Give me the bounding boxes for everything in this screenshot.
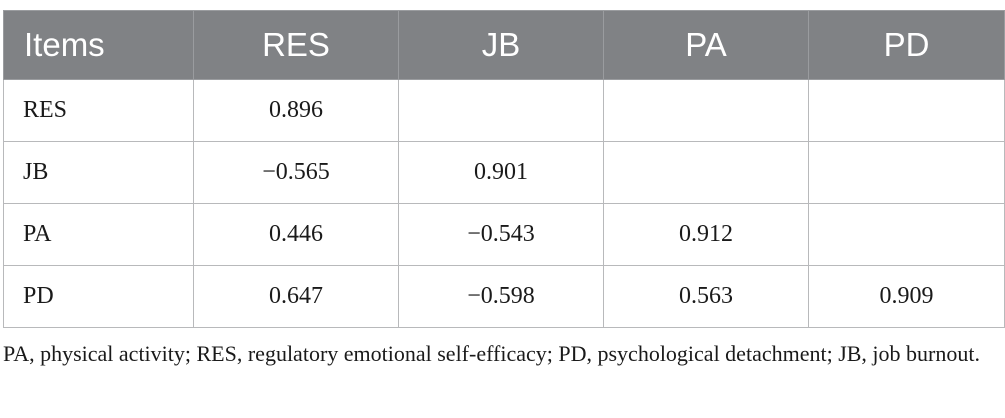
row-label: PD [3, 265, 194, 328]
table-cell: −0.565 [193, 141, 399, 204]
row-label: JB [3, 141, 194, 204]
header-cell-pd: PD [808, 10, 1005, 80]
table-cell: 0.901 [398, 141, 604, 204]
row-label: PA [3, 203, 194, 266]
table-cell: 0.896 [193, 79, 399, 142]
table-cell: 0.647 [193, 265, 399, 328]
header-cell-items: Items [3, 10, 194, 80]
header-cell-jb: JB [398, 10, 604, 80]
table-row: JB −0.565 0.901 [3, 141, 1005, 204]
correlation-table-container: Items RES JB PA PD RES 0.896 JB −0.565 0… [3, 10, 1005, 328]
header-cell-res: RES [193, 10, 399, 80]
table-cell [808, 141, 1005, 204]
table-row: PA 0.446 −0.543 0.912 [3, 203, 1005, 266]
table-cell: 0.446 [193, 203, 399, 266]
table-cell: −0.543 [398, 203, 604, 266]
table-cell [398, 79, 604, 142]
table-cell: −0.598 [398, 265, 604, 328]
table-footnote: PA, physical activity; RES, regulatory e… [3, 341, 980, 366]
table-cell [603, 79, 809, 142]
correlation-table: Items RES JB PA PD RES 0.896 JB −0.565 0… [3, 10, 1005, 328]
table-header-row: Items RES JB PA PD [3, 10, 1005, 80]
table-row: PD 0.647 −0.598 0.563 0.909 [3, 265, 1005, 328]
table-cell [808, 203, 1005, 266]
table-row: RES 0.896 [3, 79, 1005, 142]
table-cell: 0.563 [603, 265, 809, 328]
row-label: RES [3, 79, 194, 142]
header-cell-pa: PA [603, 10, 809, 80]
table-cell [808, 79, 1005, 142]
table-cell [603, 141, 809, 204]
table-cell: 0.912 [603, 203, 809, 266]
table-cell: 0.909 [808, 265, 1005, 328]
